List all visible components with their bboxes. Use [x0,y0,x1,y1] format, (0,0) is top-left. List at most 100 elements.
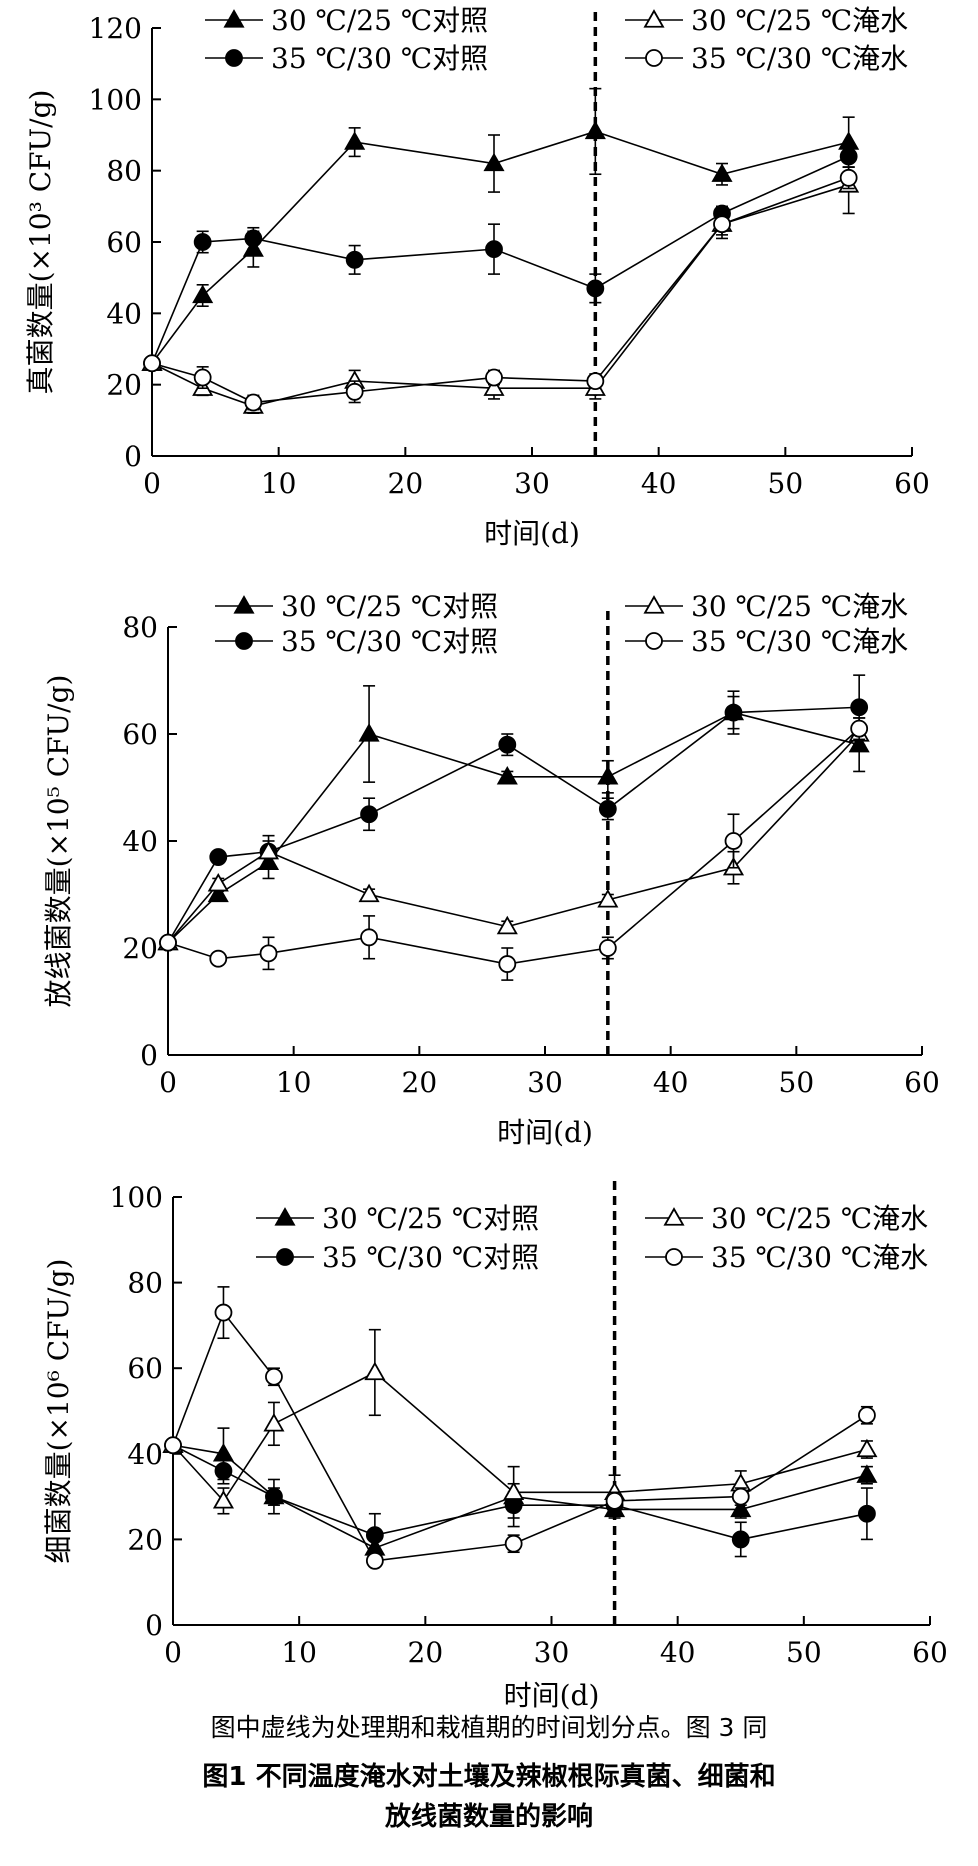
legend-entry-1: 30 ℃/25 ℃对照 [205,4,488,37]
legend-entry-4: 35 ℃/30 ℃淹水 [645,1241,928,1274]
data-point [244,393,263,412]
x-axis-label: 时间(d) [504,1679,600,1712]
series-4 [164,1286,876,1570]
data-point [496,765,518,785]
x-tick-label: 40 [653,1066,689,1099]
legend-marker [645,49,663,67]
data-point [214,1462,233,1480]
legend-marker [645,632,663,650]
legend-marker [274,1207,296,1226]
legend-marker [233,595,255,614]
y-tick-label: 20 [127,1523,163,1556]
y-tick-label: 20 [122,932,158,965]
legend-marker [643,9,665,28]
x-axis-label: 时间(d) [497,1116,593,1149]
data-point [214,1303,233,1322]
x-tick-label: 30 [514,467,550,500]
data-point [364,1361,386,1381]
y-tick-label: 40 [106,297,142,330]
x-axis-label: 时间(d) [484,517,580,550]
x-tick-label: 0 [143,467,161,500]
x-tick-label: 60 [912,1636,948,1669]
x-tick-label: 10 [281,1636,317,1669]
data-point [209,848,228,866]
data-point [192,284,214,304]
data-point [143,354,161,373]
data-point [713,215,731,234]
figure-caption-line2: 放线菌数量的影响 [384,1802,593,1832]
y-axis-label: 放线菌数量(×10⁵ CFU/g) [42,675,75,1008]
figure-caption-line1: 图1 不同温度淹水对土壤及辣椒根际真菌、细菌和 [202,1762,776,1792]
series-line [172,1371,868,1503]
data-point [584,120,606,140]
legend-entry-1: 30 ℃/25 ℃对照 [256,1202,539,1235]
series-3 [157,722,870,951]
legend-label: 30 ℃/25 ℃淹水 [711,1202,928,1235]
data-point [839,168,858,187]
y-tick-label: 80 [122,611,158,644]
data-point [345,250,364,269]
y-tick-label: 60 [122,718,158,751]
legend-entry-4: 35 ℃/30 ℃淹水 [625,42,908,75]
legend-marker [235,632,253,650]
legend-entry-3: 30 ℃/25 ℃淹水 [645,1202,928,1235]
series-line [167,733,860,944]
series-3 [162,1328,878,1515]
data-point [360,805,378,824]
data-point [597,889,619,908]
data-point [498,955,517,973]
legend-label: 35 ℃/30 ℃淹水 [711,1241,928,1274]
y-tick-label: 120 [89,12,142,45]
data-point [263,1413,285,1432]
data-point [858,1504,876,1523]
y-tick-label: 40 [127,1438,163,1471]
legend-entry-4: 35 ℃/30 ℃淹水 [625,625,908,658]
series-2 [159,674,869,952]
legend-label: 30 ℃/25 ℃淹水 [691,590,908,623]
data-point [586,279,605,298]
x-tick-label: 60 [904,1066,940,1099]
data-point [598,799,617,818]
legend-label: 35 ℃/30 ℃对照 [271,42,488,75]
legend-entry-1: 30 ℃/25 ℃对照 [215,590,498,623]
data-point [265,1487,283,1506]
data-point [483,377,505,396]
data-point [365,1551,384,1570]
data-point [485,240,503,259]
data-point [597,765,619,785]
legend-label: 35 ℃/30 ℃淹水 [691,625,908,658]
data-point [504,1534,523,1553]
series-line [172,1310,868,1562]
series-line [151,155,849,364]
data-point [485,368,503,387]
legend-label: 35 ℃/30 ℃对照 [281,625,498,658]
data-point [605,1491,624,1510]
legend-marker [665,1248,683,1266]
y-tick-label: 0 [145,1609,163,1642]
data-point [257,840,280,860]
series-4 [143,166,858,412]
data-point [711,163,733,182]
legend-entry-3: 30 ℃/25 ℃淹水 [625,590,908,623]
x-tick-label: 20 [388,467,424,500]
data-point [598,939,617,957]
data-point [207,883,229,903]
x-tick-label: 40 [660,1636,696,1669]
data-point [586,372,605,391]
bacteria-chart: 0 20 40 60 80 100 0 10 20 30 40 50 60 时间(d) 细菌数量(×10⁶ … [42,1181,948,1712]
y-axis-label: 真菌数量(×10³ CFU/g) [24,90,57,395]
data-point [730,1498,752,1518]
legend-label: 30 ℃/25 ℃对照 [271,4,488,37]
x-tick-label: 0 [159,1066,177,1099]
data-point [850,719,869,738]
legend-marker [223,9,245,28]
data-point [345,382,364,401]
legend-marker [663,1207,685,1226]
figure-note: 图中虚线为处理期和栽植期的时间划分点。图 3 同 [210,1713,768,1742]
data-point [856,1438,878,1458]
y-tick-label: 100 [110,1181,163,1214]
legend-marker [276,1248,294,1266]
legend-entry-2: 35 ℃/30 ℃对照 [205,42,488,75]
legend-label: 35 ℃/30 ℃对照 [322,1241,539,1274]
data-point [209,949,228,968]
